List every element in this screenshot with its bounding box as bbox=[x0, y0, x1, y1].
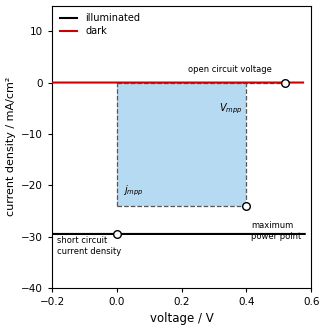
Y-axis label: current density / mA/cm²: current density / mA/cm² bbox=[6, 77, 16, 216]
Legend: illuminated, dark: illuminated, dark bbox=[57, 10, 143, 39]
Text: maximum
power point: maximum power point bbox=[251, 221, 302, 241]
X-axis label: voltage / V: voltage / V bbox=[150, 312, 214, 325]
Text: open circuit voltage: open circuit voltage bbox=[188, 65, 272, 74]
Text: short circuit
current density: short circuit current density bbox=[57, 236, 121, 257]
Text: $V_{mpp}$: $V_{mpp}$ bbox=[219, 101, 242, 116]
Bar bbox=[117, 82, 246, 206]
Text: $j_{mpp}$: $j_{mpp}$ bbox=[123, 183, 143, 198]
